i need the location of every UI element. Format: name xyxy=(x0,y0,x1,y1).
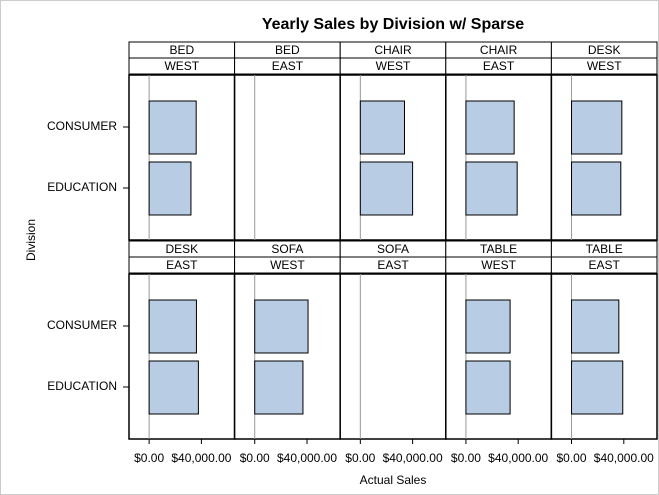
bar xyxy=(148,360,199,415)
panel-header-label: WEST xyxy=(270,258,305,272)
chart-title: Yearly Sales by Division w/ Sparse xyxy=(262,16,524,33)
bar xyxy=(148,161,192,216)
panel-plot xyxy=(339,273,447,440)
x-tick-label: $0.00 xyxy=(134,451,164,465)
panel-header-label: BED xyxy=(169,43,194,57)
bar xyxy=(465,161,518,216)
x-tick-label: $40,000.00 xyxy=(171,451,231,465)
x-tick-label: $40,000.00 xyxy=(594,451,654,465)
panel-header-label: CHAIR xyxy=(374,43,412,57)
panel-header-label: BED xyxy=(275,43,300,57)
panel-header-label: SOFA xyxy=(271,242,303,256)
panel-header-label: EAST xyxy=(166,258,198,272)
panel-header-label: WEST xyxy=(587,59,622,73)
panel-header-label: TABLE xyxy=(586,242,623,256)
x-tick-label: $40,000.00 xyxy=(488,451,548,465)
panel-header-label: WEST xyxy=(164,59,199,73)
panel-header-label: DESK xyxy=(165,242,198,256)
x-tick-label: $0.00 xyxy=(240,451,270,465)
x-tick-label: $0.00 xyxy=(557,451,587,465)
x-tick-label: $0.00 xyxy=(345,451,375,465)
x-tick-label: $40,000.00 xyxy=(277,451,337,465)
y-tick-label: EDUCATION xyxy=(47,180,117,194)
bar xyxy=(465,360,511,415)
panel-header-label: EAST xyxy=(589,258,621,272)
panel-header-label: CHAIR xyxy=(480,43,518,57)
bar xyxy=(148,299,197,354)
panel-header-label: DESK xyxy=(588,43,621,57)
x-tick-label: $0.00 xyxy=(451,451,481,465)
bar xyxy=(148,100,197,155)
y-tick-label: CONSUMER xyxy=(47,318,117,332)
panel-header xyxy=(550,57,658,75)
panel-plot xyxy=(233,74,341,241)
bar xyxy=(254,360,304,415)
bar xyxy=(465,299,511,354)
x-tick-label: $40,000.00 xyxy=(383,451,443,465)
y-tick-label: CONSUMER xyxy=(47,119,117,133)
bar xyxy=(359,161,414,216)
y-axis-label: Division xyxy=(24,219,38,261)
panel-header-label: EAST xyxy=(272,59,304,73)
panel-header-label: EAST xyxy=(483,59,515,73)
bar xyxy=(571,360,624,415)
y-tick-label: EDUCATION xyxy=(47,379,117,393)
bar xyxy=(571,161,622,216)
bar xyxy=(571,299,620,354)
bar xyxy=(254,299,309,354)
panel-header-label: SOFA xyxy=(377,242,409,256)
panel-header-label: TABLE xyxy=(480,242,517,256)
bar xyxy=(571,100,623,155)
x-axis-label: Actual Sales xyxy=(360,473,427,487)
panel-header-label: EAST xyxy=(377,258,409,272)
panel-header xyxy=(550,256,658,274)
panel-header-label: WEST xyxy=(481,258,516,272)
bar xyxy=(359,100,406,155)
bar xyxy=(465,100,515,155)
panel-header-label: WEST xyxy=(376,59,411,73)
